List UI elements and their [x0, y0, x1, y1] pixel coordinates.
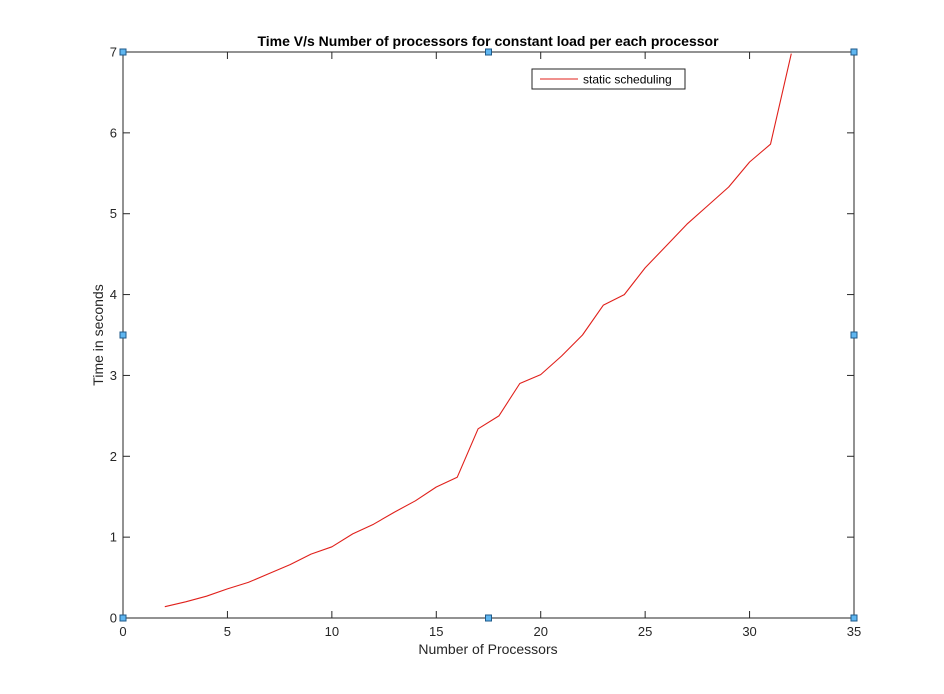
- x-tick-label: 5: [224, 624, 231, 639]
- x-tick-label: 10: [325, 624, 339, 639]
- selection-handle: [850, 48, 858, 56]
- y-tick-label: 6: [110, 125, 117, 140]
- y-tick-label: 0: [110, 611, 117, 626]
- y-tick-label: 7: [110, 45, 117, 60]
- x-tick-label: 35: [847, 624, 861, 639]
- y-tick-label: 3: [110, 368, 117, 383]
- selection-handle: [119, 614, 127, 622]
- selection-handle: [119, 48, 127, 56]
- x-tick-label: 15: [429, 624, 443, 639]
- series-line: [164, 53, 792, 608]
- plot-border: [122, 51, 855, 619]
- selection-handle: [850, 331, 858, 339]
- plot-frame: [122, 51, 855, 619]
- selection-handle: [485, 614, 492, 622]
- y-axis-label: Time in seconds: [90, 284, 106, 385]
- selection-handle: [850, 614, 858, 622]
- x-tick-label: 0: [119, 624, 126, 639]
- x-tick-label: 25: [638, 624, 652, 639]
- x-tick-label: 30: [742, 624, 756, 639]
- x-axis: 0 5 10 15 20 25 30 35: [119, 52, 861, 639]
- selection-handle: [119, 331, 127, 339]
- x-axis-label: Number of Processors: [418, 641, 557, 657]
- selection-handle: [485, 48, 492, 56]
- series-layer: [164, 53, 792, 608]
- legend-label: static scheduling: [583, 73, 672, 87]
- y-tick-label: 2: [110, 449, 117, 464]
- y-tick-label: 1: [110, 530, 117, 545]
- chart-title: Time V/s Number of processors for consta…: [257, 33, 719, 49]
- x-tick-label: 20: [533, 624, 547, 639]
- selection-handles: [119, 48, 858, 622]
- y-tick-label: 4: [110, 287, 117, 302]
- y-tick-label: 5: [110, 206, 117, 221]
- y-axis: 0 1 2 3 4 5 6 7: [110, 45, 854, 626]
- legend: static scheduling: [531, 68, 686, 90]
- legend-box: [531, 68, 686, 90]
